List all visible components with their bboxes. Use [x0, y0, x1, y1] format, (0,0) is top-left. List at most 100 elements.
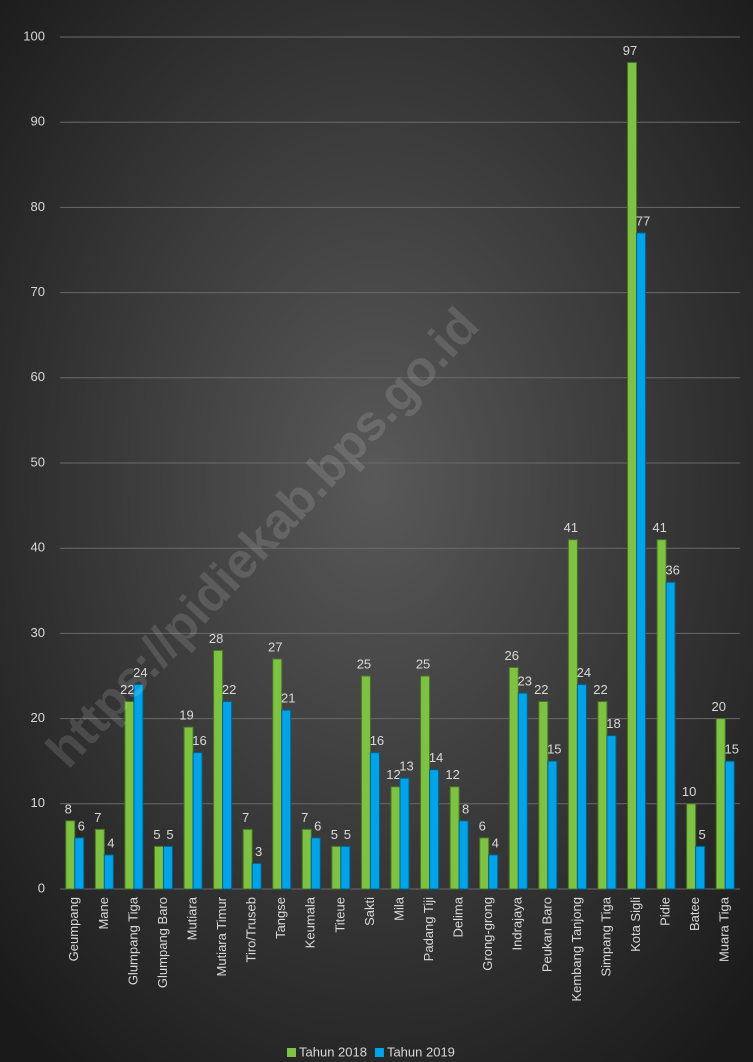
bar — [133, 684, 144, 890]
data-label: 15 — [724, 742, 738, 757]
data-label: 4 — [492, 835, 499, 850]
x-tick-label: Kembang Tanjong — [569, 897, 584, 1002]
data-label: 77 — [636, 213, 650, 228]
data-label: 97 — [623, 43, 637, 58]
bar-side — [75, 838, 78, 888]
bar — [695, 845, 706, 890]
x-tick-label: Kota Sigli — [628, 897, 643, 952]
data-label: 7 — [242, 810, 249, 825]
legend-label: Tahun 2018 — [299, 1044, 367, 1059]
bar-side — [282, 711, 285, 888]
bar-side — [598, 702, 601, 888]
x-tick-label: Pidie — [658, 897, 673, 926]
bar-side — [480, 838, 483, 888]
bar-side — [510, 668, 513, 888]
bar-side — [371, 753, 374, 888]
bar-side — [539, 702, 542, 888]
y-tick-label: 40 — [31, 540, 45, 555]
x-tick-label: Titeue — [332, 897, 347, 933]
bar-side — [717, 719, 720, 888]
x-tick-label: Sakti — [362, 897, 377, 926]
x-tick-label: Keumala — [303, 896, 318, 948]
legend-swatch — [374, 1048, 384, 1057]
bar-side — [628, 63, 631, 889]
data-label: 14 — [429, 750, 443, 765]
bar-side — [637, 233, 640, 888]
bar — [399, 777, 410, 890]
y-tick-label: 60 — [31, 369, 45, 384]
bar — [488, 854, 499, 890]
bar-side — [125, 702, 128, 888]
bar — [340, 845, 351, 890]
data-label: 5 — [331, 827, 338, 842]
data-label: 24 — [577, 665, 591, 680]
bar — [103, 854, 114, 890]
bar — [458, 820, 469, 890]
data-label: 27 — [268, 639, 282, 654]
bar-side — [96, 830, 99, 888]
bar — [251, 862, 262, 890]
data-label: 7 — [94, 810, 101, 825]
bar — [665, 581, 676, 890]
bar-side — [253, 864, 256, 888]
x-tick-label: Tangse — [273, 897, 288, 939]
bar — [636, 232, 647, 890]
x-tick-label: Indrajaya — [510, 896, 525, 950]
x-tick-label: Glumpang Baro — [155, 897, 170, 988]
data-label: 6 — [314, 818, 321, 833]
data-label: 22 — [120, 682, 134, 697]
bar-side — [155, 847, 158, 888]
data-label: 6 — [479, 818, 486, 833]
bar-side — [696, 847, 699, 888]
data-label: 22 — [222, 682, 236, 697]
data-label: 16 — [370, 733, 384, 748]
bar — [222, 701, 233, 890]
bar — [242, 828, 253, 890]
bar — [606, 735, 617, 890]
x-tick-label: Delima — [451, 896, 466, 937]
data-label: 16 — [192, 733, 206, 748]
y-tick-label: 90 — [31, 114, 45, 129]
y-tick-label: 30 — [31, 625, 45, 640]
bar-side — [460, 821, 463, 888]
bar-side — [489, 855, 492, 888]
x-tick-label: Mutiara — [184, 896, 199, 940]
bar-side — [451, 787, 454, 888]
bar-side — [392, 787, 394, 888]
bar — [369, 752, 380, 890]
bar — [576, 684, 587, 890]
y-tick-label: 0 — [38, 880, 45, 895]
data-label: 8 — [65, 801, 72, 816]
data-label: 25 — [357, 656, 371, 671]
legend-label: Tahun 2019 — [387, 1044, 455, 1059]
data-label: 23 — [518, 673, 532, 688]
bar — [281, 709, 292, 890]
bar — [310, 837, 321, 890]
bar-side — [667, 583, 670, 888]
data-label: 4 — [107, 835, 114, 850]
bar-side — [401, 779, 403, 888]
plot-area: 010203040506070809010086Geumpang74Mane22… — [23, 28, 740, 1059]
data-label: 15 — [547, 742, 561, 757]
bar-side — [607, 736, 610, 888]
bar-side — [341, 847, 344, 888]
data-label: 22 — [593, 682, 607, 697]
data-label: 26 — [505, 648, 519, 663]
data-label: 41 — [564, 520, 578, 535]
bar-side — [658, 540, 661, 888]
x-tick-label: Muara Tiga — [717, 896, 732, 962]
y-tick-label: 10 — [31, 795, 45, 810]
data-label: 3 — [255, 844, 262, 859]
y-tick-label: 100 — [23, 28, 45, 43]
data-label: 7 — [301, 810, 308, 825]
data-label: 5 — [153, 827, 160, 842]
bar — [724, 760, 735, 890]
bar — [517, 692, 528, 890]
bar-side — [430, 770, 433, 888]
x-tick-label: Mane — [96, 897, 111, 930]
x-tick-label: Simpang Tiga — [598, 896, 613, 976]
bar-side — [362, 677, 365, 888]
data-label: 21 — [281, 691, 295, 706]
bar-side — [66, 821, 69, 888]
bar-side — [421, 677, 424, 888]
